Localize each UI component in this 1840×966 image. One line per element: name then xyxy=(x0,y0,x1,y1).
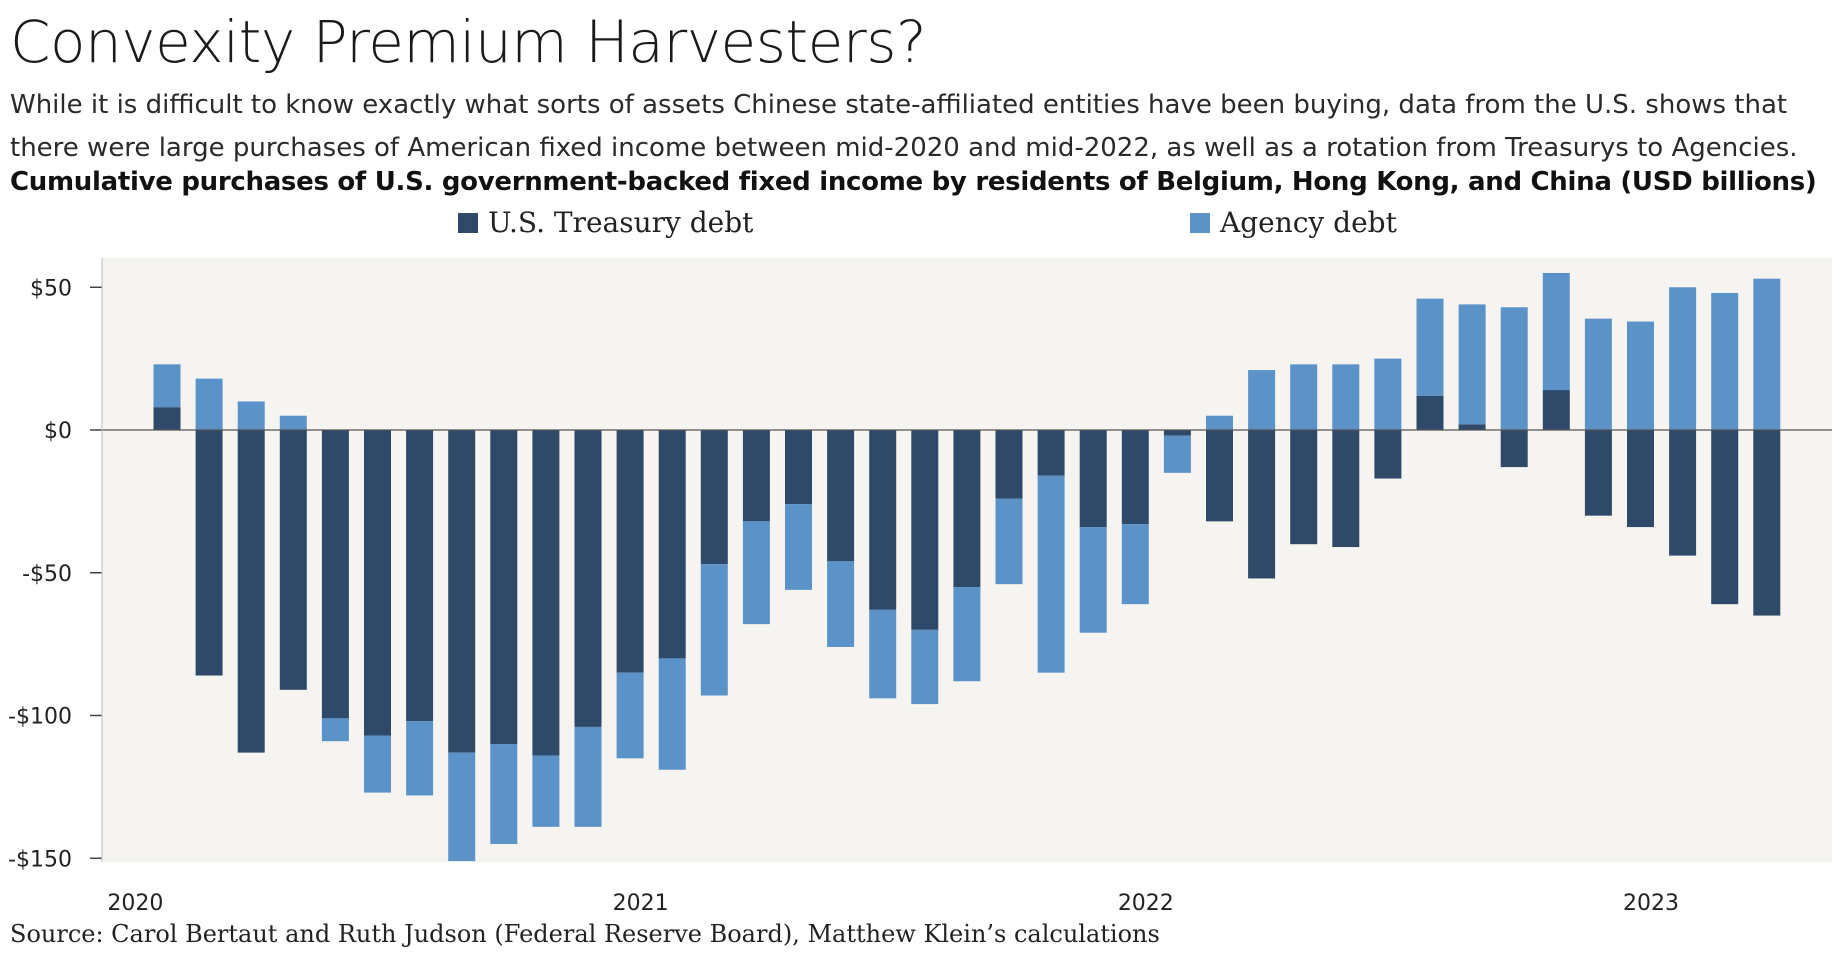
bar-agency xyxy=(321,718,349,742)
bar-agency xyxy=(1669,287,1697,430)
bar-treasury xyxy=(1669,430,1697,556)
bar-agency xyxy=(742,521,770,625)
legend-swatch-agency xyxy=(1190,212,1210,233)
y-tick-label: $50 xyxy=(30,276,72,301)
bar-treasury xyxy=(1037,430,1065,476)
bar-agency xyxy=(1627,321,1654,430)
bar-agency xyxy=(827,561,855,647)
legend-swatch-treasury xyxy=(458,212,478,233)
bar-agency xyxy=(195,378,223,430)
bar-treasury xyxy=(742,430,770,522)
bar-agency xyxy=(490,744,518,844)
x-tick-label: 2023 xyxy=(1623,891,1679,916)
bar-agency xyxy=(953,587,981,682)
bar-treasury xyxy=(1374,430,1402,479)
bar-treasury xyxy=(953,430,981,588)
bar-agency xyxy=(1458,304,1486,425)
bar-agency xyxy=(1248,370,1276,430)
bar-agency xyxy=(1079,527,1107,633)
bar-agency xyxy=(1121,524,1149,605)
x-tick-label: 2020 xyxy=(107,891,163,916)
bar-treasury xyxy=(1121,430,1149,525)
bar-treasury xyxy=(869,430,897,610)
bar-treasury xyxy=(1332,430,1360,548)
bar-agency xyxy=(279,415,307,430)
chart-subtitle: While it is difficult to know exactly wh… xyxy=(10,90,1798,163)
bar-agency xyxy=(1290,364,1318,430)
bar-treasury xyxy=(1500,430,1528,468)
bar-treasury xyxy=(321,430,349,719)
bar-agency xyxy=(658,658,686,770)
bar-treasury xyxy=(279,430,307,690)
bar-treasury xyxy=(1584,430,1612,516)
bar-treasury xyxy=(1753,430,1781,616)
bar-treasury xyxy=(1248,430,1276,579)
chart-title-heading: Convexity Premium Harvesters? xyxy=(10,8,927,76)
bar-treasury xyxy=(574,430,602,727)
bar-treasury xyxy=(195,430,223,676)
bar-treasury xyxy=(1416,395,1444,430)
bar-agency xyxy=(574,726,602,827)
bar-agency xyxy=(1753,278,1781,430)
bar-agency xyxy=(1206,415,1233,430)
bar-agency xyxy=(406,721,434,796)
bar-treasury xyxy=(1458,424,1486,430)
bar-agency xyxy=(700,564,728,696)
bar-treasury xyxy=(700,430,728,565)
bar-agency xyxy=(1374,358,1402,430)
bar-treasury xyxy=(406,430,434,722)
x-tick-label: 2022 xyxy=(1118,891,1174,916)
bar-treasury xyxy=(1542,390,1570,430)
legend-label-agency: Agency debt xyxy=(1220,206,1397,239)
bar-treasury xyxy=(1163,430,1191,436)
bar-treasury xyxy=(616,430,644,673)
bar-treasury xyxy=(827,430,855,562)
bar-treasury xyxy=(1290,430,1318,545)
bar-treasury xyxy=(237,430,265,753)
bar-agency xyxy=(364,735,391,793)
bar-treasury xyxy=(785,430,812,505)
legend-item-agency: Agency debt xyxy=(1190,206,1397,239)
bar-agency xyxy=(1542,272,1570,391)
chart-description: Cumulative purchases of U.S. government-… xyxy=(10,167,1817,197)
bar-treasury xyxy=(1079,430,1107,528)
bar-treasury xyxy=(1206,430,1233,522)
bar-treasury xyxy=(448,430,476,753)
bar-treasury xyxy=(364,430,391,736)
bar-agency xyxy=(785,504,812,590)
bar-treasury xyxy=(153,407,181,430)
bar-treasury xyxy=(1711,430,1739,605)
bar-agency xyxy=(1584,318,1612,430)
legend-item-treasury: U.S. Treasury debt xyxy=(458,206,753,239)
legend-label-treasury: U.S. Treasury debt xyxy=(488,206,754,239)
bar-agency xyxy=(1711,292,1739,430)
bar-agency xyxy=(532,755,560,827)
bar-agency xyxy=(1416,298,1444,396)
y-tick-label: -$100 xyxy=(8,705,72,730)
bar-agency xyxy=(911,629,939,705)
bar-agency xyxy=(448,752,476,862)
bar-agency xyxy=(1163,435,1191,473)
source-note: Source: Carol Bertaut and Ruth Judson (F… xyxy=(10,920,1160,948)
bar-treasury xyxy=(995,430,1023,499)
bar-agency xyxy=(153,364,181,408)
x-tick-label: 2021 xyxy=(613,891,669,916)
bar-treasury xyxy=(911,430,939,630)
chart-legend: U.S. Treasury debt Agency debt xyxy=(0,206,1840,246)
bar-agency xyxy=(1037,475,1065,673)
bar-agency xyxy=(237,401,265,430)
bar-treasury xyxy=(490,430,518,745)
bar-agency xyxy=(1332,364,1360,430)
bar-agency xyxy=(995,498,1023,585)
bar-treasury xyxy=(658,430,686,659)
y-tick-label: -$150 xyxy=(8,847,72,872)
bar-agency xyxy=(869,609,897,699)
y-tick-label: -$50 xyxy=(22,562,72,587)
bar-agency xyxy=(1500,307,1528,430)
y-tick-label: $0 xyxy=(44,419,72,444)
bar-treasury xyxy=(532,430,560,756)
bar-agency xyxy=(616,672,644,759)
bar-treasury xyxy=(1627,430,1654,528)
